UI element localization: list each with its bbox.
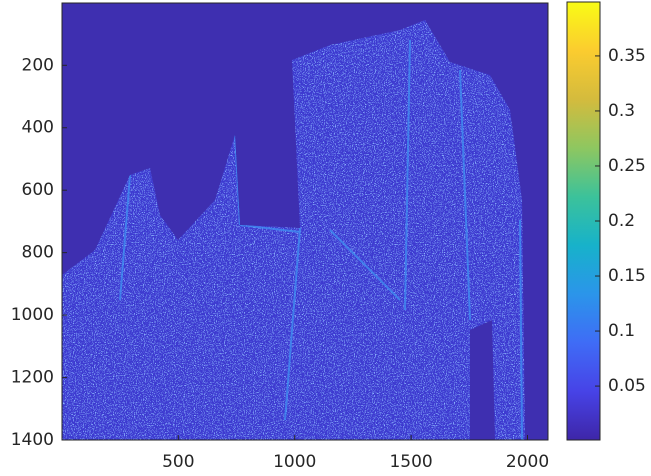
axes-box (61, 2, 549, 441)
colorbar-tick-label: 0.25 (608, 156, 646, 176)
x-tick-label: 2000 (506, 452, 549, 472)
colorbar-tick-label: 0.15 (608, 266, 646, 286)
y-tick-label: 1400 (11, 430, 54, 450)
y-tick-label: 400 (22, 118, 54, 138)
y-tick-label: 800 (22, 243, 54, 263)
x-tick-label: 1500 (389, 452, 432, 472)
y-tick-label: 600 (22, 180, 54, 200)
y-tick-label: 1000 (11, 305, 54, 325)
image (62, 3, 548, 440)
x-tick-label: 500 (162, 452, 194, 472)
y-tick-label: 200 (22, 55, 54, 75)
colorbar-tick-label: 0.3 (608, 101, 635, 121)
colorbar-tick-label: 0.35 (608, 46, 646, 66)
colorbar-tick-label: 0.05 (608, 376, 646, 396)
colorbar-tick-label: 0.2 (608, 211, 635, 231)
colorbar-tick-label: 0.1 (608, 321, 635, 341)
x-tick-label: 1000 (273, 452, 316, 472)
y-tick-label: 1200 (11, 368, 54, 388)
